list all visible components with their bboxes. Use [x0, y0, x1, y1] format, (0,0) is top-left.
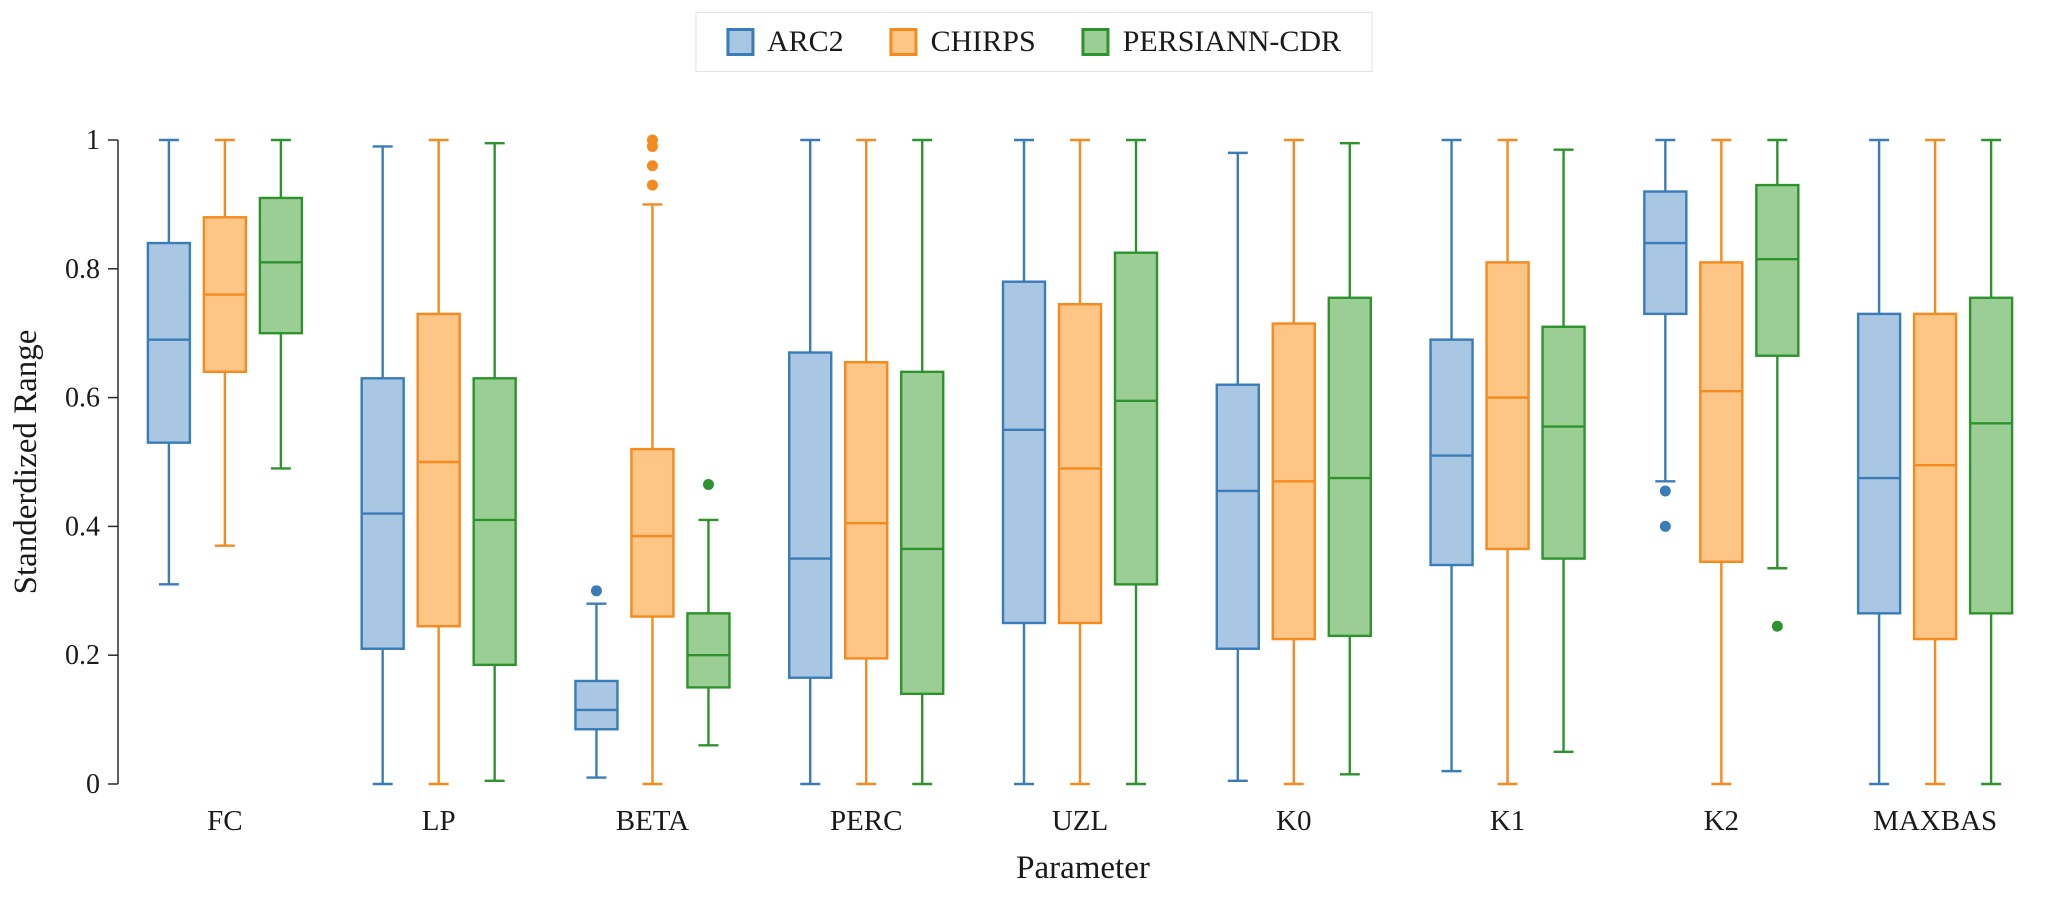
box-PERSIANN-CDR-LP: [472, 142, 517, 782]
box-ARC2-K1: [1429, 138, 1474, 773]
box-ARC2-K0: [1215, 151, 1260, 782]
y-tick-label: 0.8: [65, 254, 100, 285]
box-rect: [1968, 296, 2014, 615]
box-rect: [258, 196, 304, 335]
box-CHIRPS-K2: [1699, 138, 1744, 786]
legend-item-PERSIANN-CDR: PERSIANN-CDR: [1081, 25, 1342, 59]
x-tick-label: K2: [1704, 805, 1739, 837]
legend-swatch-icon: [725, 28, 754, 56]
box-rect: [1541, 325, 1586, 560]
outlier-point: [1771, 620, 1783, 632]
box-PERSIANN-CDR-K2: [1755, 138, 1800, 632]
box-rect: [472, 377, 517, 667]
box-CHIRPS-FC: [202, 138, 248, 547]
legend-label: PERSIANN-CDR: [1122, 25, 1342, 58]
box-ARC2-BETA: [574, 585, 619, 779]
box-rect: [900, 370, 945, 696]
box-ARC2-PERC: [788, 138, 833, 786]
box-rect: [1699, 261, 1744, 564]
chart-legend: ARC2 CHIRPS PERSIANN-CDR: [694, 12, 1373, 72]
box-rect: [1057, 303, 1103, 625]
outlier-point: [590, 585, 602, 597]
box-CHIRPS-UZL: [1057, 138, 1103, 786]
legend-item-CHIRPS: CHIRPS: [889, 25, 1036, 59]
x-tick-label: MAXBAS: [1873, 805, 1997, 837]
box-rect: [1113, 251, 1159, 586]
box-PERSIANN-CDR-K1: [1541, 148, 1586, 753]
box-rect: [1215, 383, 1260, 650]
x-axis-label: Parameter: [1016, 850, 1150, 886]
box-rect: [1755, 183, 1800, 357]
box-rect: [1912, 312, 1958, 641]
legend-label: CHIRPS: [930, 25, 1036, 58]
legend-swatch-icon: [889, 28, 918, 56]
box-rect: [416, 312, 461, 628]
box-ARC2-UZL: [1001, 138, 1047, 786]
box-PERSIANN-CDR-FC: [258, 138, 304, 470]
box-rect: [1485, 261, 1530, 551]
legend-swatch-icon: [1081, 28, 1110, 56]
box-rect: [686, 612, 731, 689]
box-ARC2-MAXBAS: [1856, 138, 1902, 786]
box-CHIRPS-MAXBAS: [1912, 138, 1958, 786]
box-rect: [1429, 338, 1474, 567]
y-axis-label: Standerdized Range: [8, 330, 44, 595]
box-ARC2-K2: [1643, 138, 1688, 532]
x-tick-label: FC: [207, 805, 242, 837]
outlier-point: [646, 179, 658, 191]
outlier-point: [702, 479, 714, 491]
box-PERSIANN-CDR-UZL: [1113, 138, 1159, 786]
x-tick-label: UZL: [1052, 805, 1108, 837]
outlier-point: [1659, 485, 1671, 497]
box-CHIRPS-LP: [416, 138, 461, 786]
box-CHIRPS-K1: [1485, 138, 1530, 786]
x-tick-label: PERC: [830, 805, 903, 837]
y-tick-label: 0.4: [65, 511, 100, 542]
legend-item-ARC2: ARC2: [725, 25, 844, 59]
box-rect: [1856, 312, 1902, 615]
box-rect: [1643, 190, 1688, 316]
box-CHIRPS-K0: [1271, 138, 1316, 786]
box-PERSIANN-CDR-K0: [1327, 142, 1372, 776]
y-tick-label: 0.2: [65, 640, 100, 671]
box-CHIRPS-BETA: [630, 134, 675, 786]
x-tick-label: BETA: [616, 805, 689, 837]
box-rect: [844, 360, 889, 660]
box-PERSIANN-CDR-BETA: [686, 479, 731, 747]
box-rect: [146, 241, 192, 444]
box-PERSIANN-CDR-PERC: [900, 138, 945, 786]
plot-area: 0 0.2 0.4 0.6 0.8 1 FC LP BETA PERC UZL K0 K1 K2 MAXBA…: [65, 125, 2014, 837]
outlier-point: [1659, 520, 1671, 532]
box-ARC2-FC: [146, 138, 192, 586]
y-tick-label: 1: [86, 125, 100, 156]
x-tick-label: LP: [422, 805, 456, 837]
x-tick-label: K1: [1490, 805, 1525, 837]
outlier-point: [646, 160, 658, 172]
legend-label: ARC2: [766, 25, 844, 58]
box-rect: [1001, 280, 1047, 625]
x-tick-label: K0: [1276, 805, 1311, 837]
box-rect: [1327, 296, 1372, 638]
y-tick-label: 0: [86, 769, 100, 800]
box-rect: [788, 351, 833, 679]
box-ARC2-LP: [360, 145, 405, 786]
outlier-point: [646, 134, 658, 146]
box-PERSIANN-CDR-MAXBAS: [1968, 138, 2014, 786]
box-rect: [574, 679, 619, 731]
box-CHIRPS-PERC: [844, 138, 889, 786]
y-tick-label: 0.6: [65, 383, 100, 414]
box-rect: [630, 447, 675, 618]
